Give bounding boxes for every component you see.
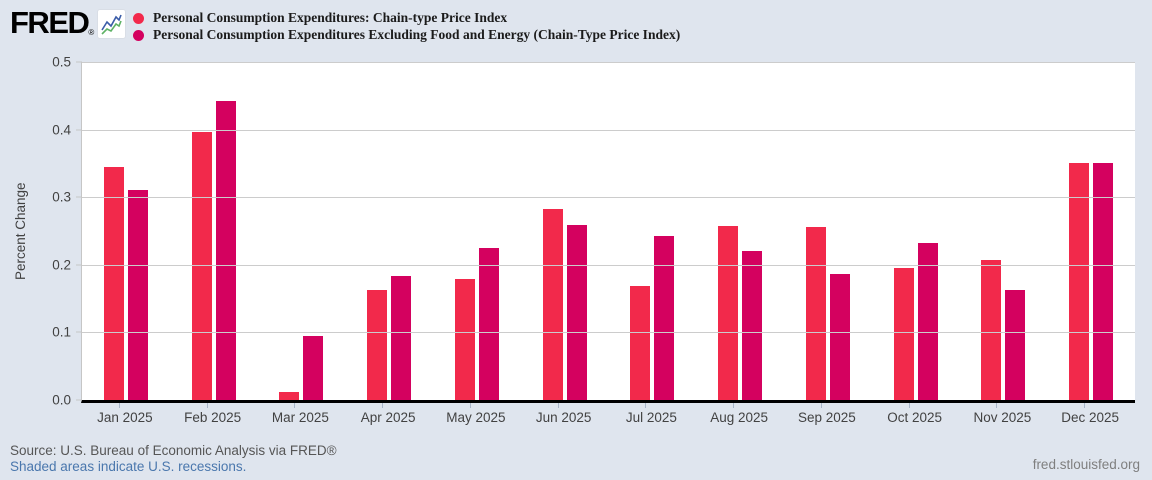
bar-group (170, 62, 258, 400)
y-tick-mark (76, 129, 82, 131)
y-tick-label: 0.2 (52, 257, 71, 273)
x-tick-mark (1084, 403, 1086, 408)
bar-group (696, 62, 784, 400)
y-tick-label: 0.0 (52, 392, 71, 408)
x-tick-mark (908, 403, 910, 408)
x-tick-mark (469, 403, 471, 408)
bar-group (872, 62, 960, 400)
bar-group (609, 62, 697, 400)
bar-series-1[interactable] (454, 279, 475, 400)
x-axis-label: Jul 2025 (625, 410, 677, 425)
y-tick-label: 0.5 (52, 54, 71, 70)
x-tick-mark (733, 403, 735, 408)
bar-group (1047, 62, 1135, 400)
legend-item-label: Personal Consumption Expenditures Exclud… (153, 27, 681, 42)
bar-series-2[interactable] (1093, 162, 1114, 400)
bar-series-2[interactable] (215, 101, 236, 400)
recessions-note-link[interactable]: Shaded areas indicate U.S. recessions. (10, 459, 247, 474)
bar-series-1[interactable] (542, 208, 563, 400)
bar-group (433, 62, 521, 400)
y-tick-label: 0.3 (52, 189, 71, 205)
source-note: Source: U.S. Bureau of Economic Analysis… (10, 443, 337, 458)
gridline (82, 332, 1135, 334)
bar-group (960, 62, 1048, 400)
x-axis-label: May 2025 (446, 410, 506, 425)
bar-series-1[interactable] (718, 225, 739, 400)
bar-series-2[interactable] (127, 190, 148, 400)
bar-group (345, 62, 433, 400)
bar-series-1[interactable] (279, 391, 300, 400)
x-axis-label: Dec 2025 (1061, 410, 1120, 425)
x-tick-mark (996, 403, 998, 408)
x-tick-mark (645, 403, 647, 408)
header: FRED ® (10, 5, 127, 40)
legend-item[interactable]: Personal Consumption Expenditures: Chain… (133, 10, 680, 26)
bar-series-1[interactable] (805, 226, 826, 400)
bar-series-2[interactable] (1005, 289, 1026, 400)
fred-url-link[interactable]: fred.stlouisfed.org (1032, 457, 1140, 472)
line-chart-icon (97, 9, 127, 39)
bar-series-1[interactable] (981, 260, 1002, 400)
y-axis-title: Percent Change (13, 182, 28, 280)
legend-item-label: Personal Consumption Expenditures: Chain… (153, 10, 508, 25)
x-axis-label: Jan 2025 (97, 410, 153, 425)
bar-series-1[interactable] (191, 131, 212, 400)
bar-series-2[interactable] (742, 250, 763, 400)
fred-logo[interactable]: FRED ® (10, 5, 127, 40)
bar-series-2[interactable] (478, 247, 499, 400)
x-axis-label: Jun 2025 (535, 410, 592, 425)
bar-group (258, 62, 346, 400)
bar-series-2[interactable] (829, 274, 850, 400)
bar-group (521, 62, 609, 400)
x-tick-mark (206, 403, 208, 408)
gridline (82, 197, 1135, 199)
fred-logo-text: FRED (10, 5, 90, 40)
y-tick-label: 0.4 (52, 122, 71, 138)
x-tick-mark (118, 403, 120, 408)
bar-series-1[interactable] (103, 166, 124, 400)
x-axis-label: Sep 2025 (797, 410, 856, 425)
x-axis-ticks (81, 403, 1134, 408)
x-tick-mark (557, 403, 559, 408)
bar-series-2[interactable] (566, 224, 587, 400)
bar-series-1[interactable] (893, 267, 914, 400)
x-tick-mark (820, 403, 822, 408)
y-tick-label: 0.1 (52, 324, 71, 340)
x-tick-mark (294, 403, 296, 408)
y-tick-mark (76, 264, 82, 266)
bar-group (82, 62, 170, 400)
x-axis-label: Apr 2025 (360, 410, 416, 425)
x-axis-labels: Jan 2025 Feb 2025 Mar 2025 Apr 2025 May 2025… (81, 410, 1134, 425)
gridline (82, 62, 1135, 63)
plot-area: 0.0 0.1 0.2 0.3 0.4 0.5 (52, 55, 1135, 408)
x-axis-label: Mar 2025 (271, 410, 329, 425)
bar-series-2[interactable] (391, 275, 412, 400)
y-tick-mark (76, 61, 82, 63)
gridline (82, 264, 1135, 266)
bar-series-2[interactable] (303, 335, 324, 400)
chart-legend: Personal Consumption Expenditures: Chain… (133, 10, 680, 44)
bar-series-2[interactable] (917, 243, 938, 400)
registered-trademark-mark: ® (88, 28, 95, 37)
x-axis-label: Aug 2025 (710, 410, 769, 425)
gridline (82, 129, 1135, 131)
x-axis-label: Feb 2025 (184, 410, 242, 425)
bar-series-2[interactable] (654, 236, 675, 400)
x-axis-label: Nov 2025 (973, 410, 1032, 425)
x-tick-mark (382, 403, 384, 408)
legend-item[interactable]: Personal Consumption Expenditures Exclud… (133, 27, 680, 43)
bar-series-1[interactable] (630, 286, 651, 400)
y-tick-mark (76, 331, 82, 333)
legend-dot-icon (133, 29, 144, 41)
x-axis-label: Oct 2025 (887, 410, 943, 425)
y-tick-mark (76, 196, 82, 198)
bar-group (784, 62, 872, 400)
y-tick-mark (76, 399, 82, 401)
bars-layer (82, 62, 1135, 400)
legend-dot-icon (133, 12, 144, 24)
bar-series-1[interactable] (367, 289, 388, 400)
bar-series-1[interactable] (1069, 162, 1090, 400)
